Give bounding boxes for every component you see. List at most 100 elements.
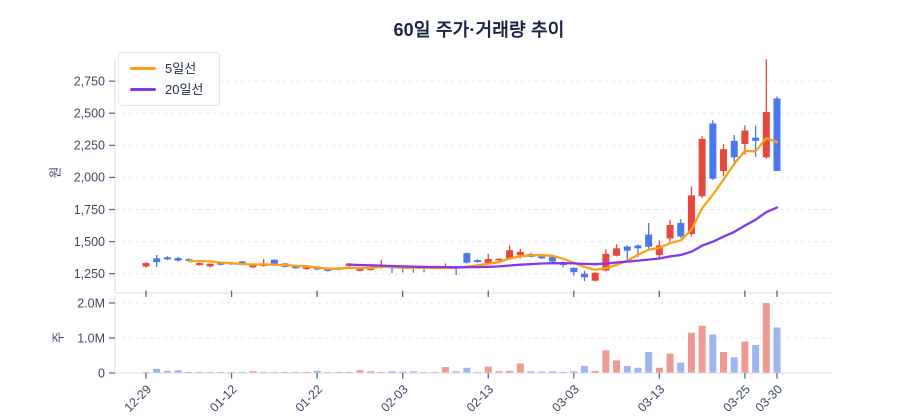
volume-bar — [709, 334, 717, 373]
date-tick-label: 03-25 — [721, 382, 754, 415]
candle-body — [570, 267, 578, 273]
candle-body — [324, 268, 332, 271]
candle-body — [506, 250, 514, 259]
volume-bar — [655, 367, 663, 373]
date-tick-label: 03-30 — [753, 382, 786, 415]
volume-bar — [163, 370, 171, 373]
candle-body — [474, 260, 482, 263]
volume-bar — [474, 371, 482, 373]
date-tick-label: 12-29 — [122, 382, 155, 415]
price-tick-label: 1,750 — [74, 203, 105, 217]
candle-body — [645, 234, 653, 247]
candle-body — [741, 130, 749, 145]
candle-body — [548, 257, 556, 262]
volume-bar — [441, 367, 449, 373]
volume-bar — [741, 341, 749, 373]
volume-bar — [580, 366, 588, 373]
volume-bar — [570, 371, 578, 373]
volume-bar — [260, 371, 268, 373]
ma20-line — [348, 206, 779, 269]
candle-body — [687, 195, 695, 234]
volume-bar — [548, 371, 556, 373]
volume-bar — [292, 371, 300, 373]
volume-bar — [153, 368, 161, 373]
candle-body — [538, 256, 546, 259]
volume-bar — [634, 367, 642, 373]
volume-bar — [559, 371, 567, 373]
volume-bar — [313, 370, 321, 373]
volume-bar — [698, 325, 706, 373]
volume-bar — [174, 370, 182, 373]
legend: 5일선 20일선 — [118, 52, 221, 106]
volume-tick-label: 1.0M — [77, 331, 105, 345]
candle-body — [302, 267, 310, 270]
volume-bar — [249, 371, 257, 373]
candle-body — [153, 258, 161, 263]
volume-bar — [185, 371, 193, 373]
date-tick-label: 02-03 — [378, 382, 411, 415]
volume-bar — [752, 345, 760, 373]
volume-axis-unit-label: 주 — [51, 331, 66, 344]
date-tick-label: 03-13 — [635, 382, 668, 415]
candle-body — [709, 123, 717, 179]
candle-body — [270, 259, 278, 266]
volume-tick-label: 2.0M — [77, 296, 105, 310]
candle-body — [174, 258, 182, 261]
volume-bar — [720, 352, 728, 373]
chart-title: 60일 주가·거래량 추이 — [393, 20, 565, 40]
volume-bar — [506, 370, 514, 373]
candle-body — [356, 268, 364, 271]
volume-bar — [516, 363, 524, 373]
candle-body — [195, 263, 203, 266]
price-tick-label: 2,750 — [74, 74, 105, 88]
price-tick-label: 2,250 — [74, 139, 105, 153]
candle-body — [762, 111, 770, 158]
candle-body — [367, 268, 375, 270]
candle-body — [602, 253, 610, 271]
volume-bar — [602, 350, 610, 373]
legend-item-ma20: 20일선 — [130, 83, 203, 96]
volume-bar — [730, 357, 738, 373]
volume-bar — [431, 371, 439, 373]
volume-bar — [591, 370, 599, 373]
volume-bar — [388, 371, 396, 373]
candle-body — [720, 149, 728, 172]
candle-body — [677, 223, 685, 237]
candle-body — [206, 263, 214, 267]
ma5-line — [187, 136, 779, 271]
legend-item-ma5: 5일선 — [130, 62, 203, 75]
volume-bar — [762, 303, 770, 373]
date-tick-label: 02-13 — [464, 382, 497, 415]
ma5-line-swatch — [130, 67, 156, 70]
candle-body — [752, 137, 760, 141]
volume-bar — [238, 371, 246, 373]
legend-label-ma20: 20일선 — [165, 82, 204, 97]
candle-body — [484, 258, 492, 264]
candle-body — [773, 98, 781, 172]
volume-bar — [666, 353, 674, 373]
price-tick-label: 1,500 — [74, 235, 105, 249]
volume-bar — [527, 371, 535, 373]
volume-tick-label: 0 — [98, 366, 105, 380]
candle-body — [730, 140, 738, 158]
volume-bar — [452, 371, 460, 373]
candle-body — [463, 253, 471, 263]
date-tick-label: 01-12 — [207, 382, 240, 415]
candle-body — [591, 272, 599, 281]
volume-bar — [773, 327, 781, 373]
volume-bar — [409, 371, 417, 373]
candle-body — [495, 258, 503, 261]
candle-body — [516, 251, 524, 256]
volume-bar — [495, 371, 503, 373]
candle-body — [623, 246, 631, 251]
price-axis-unit-label: 원 — [48, 166, 63, 179]
candle-body — [634, 245, 642, 249]
candle-body — [249, 265, 257, 268]
volume-bar — [677, 362, 685, 373]
candle-body — [163, 257, 171, 260]
date-tick-label: 01-22 — [293, 382, 326, 415]
legend-label-ma5: 5일선 — [165, 61, 197, 76]
candle-body — [698, 138, 706, 197]
